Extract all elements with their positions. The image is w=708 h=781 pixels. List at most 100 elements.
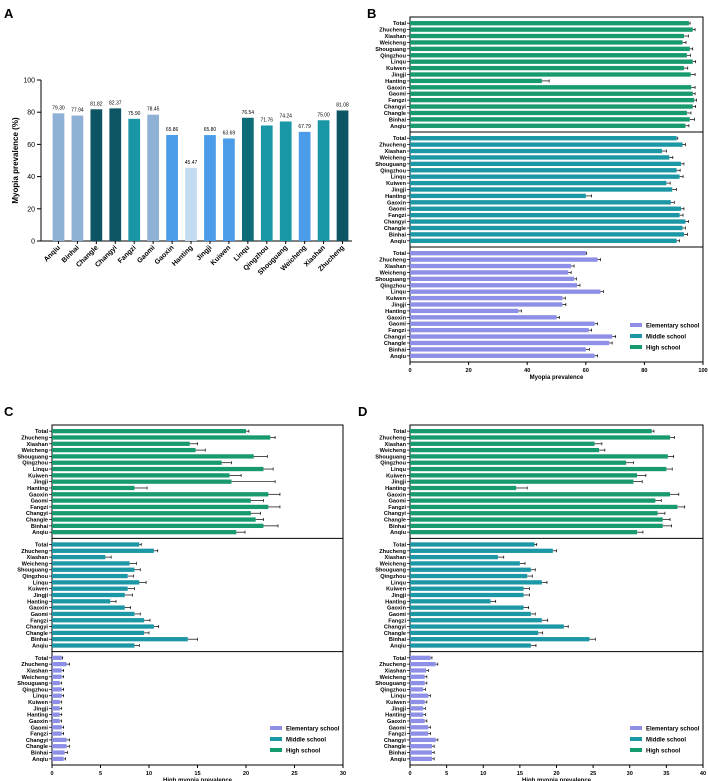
bar [52, 611, 135, 617]
bar [410, 618, 542, 623]
y-tick-label: Gaoxin [29, 719, 49, 725]
y-tick-label: Total [35, 542, 48, 548]
bar [52, 674, 62, 679]
y-tick-label: Fangzi [388, 328, 406, 334]
chart-b: TotalZhuchengXiashanWeichengShouguangQin… [375, 16, 708, 381]
y-tick-label: Xiashan [385, 442, 407, 448]
bar [298, 131, 311, 241]
bar [410, 283, 578, 288]
bar [410, 219, 686, 224]
y-tick-label: Qingzhou [380, 168, 406, 174]
y-tick-label: Changyi [384, 105, 407, 111]
y-tick-label: Shouguang [17, 568, 48, 574]
bar [410, 637, 590, 642]
bar [52, 530, 237, 535]
bar [52, 492, 269, 497]
bar [410, 661, 436, 667]
bar [410, 750, 432, 755]
legend-swatch [630, 748, 642, 752]
bar [410, 257, 598, 262]
y-tick-label: Linqu [391, 580, 407, 586]
bar [410, 53, 687, 58]
x-tick-label: 5 [99, 771, 102, 777]
bar [52, 718, 60, 724]
bar [410, 473, 638, 478]
bar [410, 27, 693, 32]
y-tick-label: Weicheng [22, 675, 49, 681]
bar [52, 548, 154, 553]
legend-swatch [630, 334, 642, 338]
bar [52, 498, 251, 503]
y-tick-label: Xiashan [385, 264, 407, 270]
bar [410, 511, 658, 516]
y-tick-label: Hanting [385, 309, 406, 315]
bar [410, 136, 677, 141]
y-tick-label: Zhucheng [21, 435, 48, 441]
x-tick-label: 15 [194, 771, 200, 777]
y-tick-label: Hanting [27, 713, 48, 719]
bar [52, 706, 60, 711]
bar [52, 554, 106, 560]
data-label: 65.86 [166, 127, 179, 133]
bar [410, 605, 524, 610]
y-tick-label: Shouguang [375, 568, 406, 574]
bar [185, 167, 197, 241]
y-tick-label: Fangzi [30, 732, 48, 738]
y-tick-label: Shouguang [375, 454, 406, 460]
y-tick-label: Xiashan [27, 668, 49, 674]
bar [410, 599, 491, 604]
bar [204, 135, 216, 241]
bar [410, 174, 680, 179]
bar [90, 109, 103, 241]
y-tick-label: Changyi [26, 625, 49, 631]
bar [410, 232, 684, 237]
bar [410, 161, 682, 167]
y-tick-label: Kuiwen [28, 587, 48, 593]
bar [52, 756, 64, 761]
legend-label: Elementary school [646, 727, 700, 733]
y-tick-label: Gaomi [389, 499, 407, 505]
bar [410, 504, 678, 510]
y-tick-label: Qingzhou [22, 574, 48, 580]
bar [223, 138, 235, 241]
y-tick-label: Zhucheng [379, 143, 406, 149]
legend-swatch [270, 726, 282, 730]
data-label: 74.24 [279, 113, 292, 119]
x-tick-label: 40 [524, 368, 530, 374]
y-tick-label: Kuiwen [386, 296, 406, 302]
y-tick-label: Shouguang [17, 681, 48, 687]
bar [410, 435, 671, 440]
bar [52, 731, 62, 736]
bar [52, 586, 128, 591]
bar [317, 120, 330, 241]
y-tick-label: Binhai [389, 751, 407, 757]
y-tick-label: Gaomi [31, 612, 49, 618]
bar [52, 592, 125, 598]
y-tick-label: Total [35, 429, 48, 435]
y-tick-label: Qingzhou [380, 574, 406, 580]
y-tick-label: Anqiu [32, 757, 48, 763]
y-tick-label: Changle [384, 226, 406, 232]
data-label: 63.69 [223, 130, 236, 136]
y-tick-label: Kuiwen [386, 66, 406, 72]
y-tick-label: Total [393, 136, 406, 142]
bar [410, 251, 586, 256]
y-tick-label: Xiashan [385, 149, 407, 155]
y-tick-label: Hanting [385, 79, 406, 85]
y-tick-label: Jingji [391, 188, 406, 194]
bar [410, 295, 563, 301]
y-tick-label: Total [393, 251, 406, 257]
bar [410, 460, 627, 465]
bar [52, 599, 111, 604]
x-tick-label: Hanting [171, 244, 194, 267]
y-tick-label: Zhucheng [21, 662, 48, 668]
bar [410, 756, 432, 761]
bar [410, 110, 687, 116]
bar [410, 554, 498, 560]
x-tick-label: 5 [445, 771, 448, 777]
bar [410, 200, 671, 205]
y-tick-label: Anqiu [32, 644, 48, 650]
x-tick-label: 15 [517, 771, 523, 777]
bar [410, 155, 670, 160]
bar [410, 737, 436, 743]
